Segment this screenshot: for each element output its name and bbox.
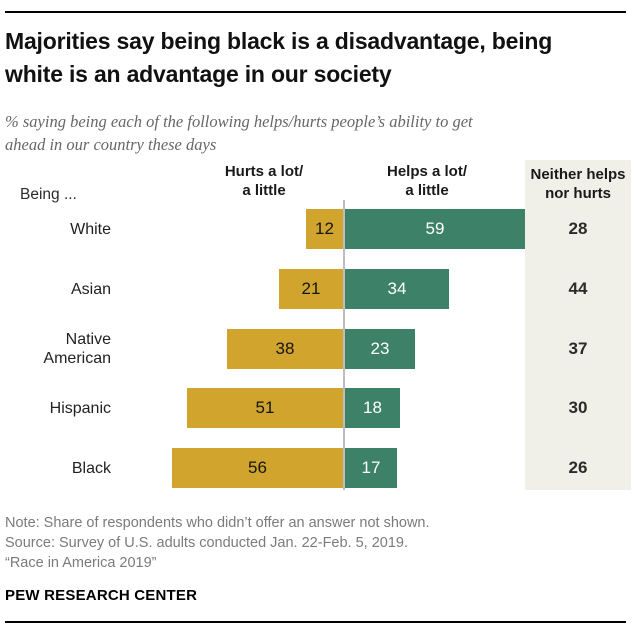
- helps-bar: 34: [345, 269, 449, 309]
- category-label: White: [70, 220, 111, 238]
- helps-bar: 18: [345, 388, 400, 428]
- report-title-line: “Race in America 2019”: [5, 555, 157, 571]
- being-label: Being ...: [20, 186, 77, 203]
- neither-column-background: [525, 160, 631, 490]
- hurts-bar: 38: [227, 329, 343, 369]
- page-title: Majorities say being black is a disadvan…: [5, 25, 625, 91]
- hurts-column-header: Hurts a lot/ a little: [224, 163, 304, 199]
- subtitle-line-2: ahead in our country these days: [5, 134, 217, 154]
- category-label: Black: [71, 459, 111, 477]
- zero-baseline: [343, 200, 345, 490]
- neither-value: 37: [568, 339, 588, 358]
- pew-research-center-wordmark: PEW RESEARCH CENTER: [5, 587, 198, 604]
- hurts-bar: 51: [187, 388, 343, 428]
- subtitle-line-1: % saying being each of the following hel…: [5, 112, 473, 131]
- note-line: Note: Share of respondents who didn’t of…: [5, 515, 430, 531]
- helps-column-header: Helps a lot/ a little: [386, 163, 468, 199]
- source-line: Source: Survey of U.S. adults conducted …: [5, 535, 409, 551]
- helps-bar: 23: [345, 329, 415, 369]
- hurts-bar: 12: [306, 209, 343, 249]
- top-rule: [5, 11, 626, 13]
- diverging-bar-chart: Being ... Hurts a lot/ a little Helps a …: [5, 160, 633, 500]
- title-line-2: white is an advantage in our society: [5, 61, 392, 87]
- chart-notes: Note: Share of respondents who didn’t of…: [5, 513, 625, 573]
- bottom-rule: [5, 621, 626, 623]
- neither-value: 26: [568, 458, 588, 477]
- category-label: Native American: [43, 331, 111, 367]
- helps-bar: 59: [345, 209, 525, 249]
- hurts-bar: 56: [172, 448, 343, 488]
- helps-bar: 17: [345, 448, 397, 488]
- category-label: Hispanic: [49, 399, 111, 417]
- neither-value: 30: [568, 398, 588, 417]
- category-label: Asian: [70, 280, 111, 298]
- neither-column-header: Neither helps nor hurts: [530, 166, 626, 202]
- chart-subtitle: % saying being each of the following hel…: [5, 111, 625, 156]
- neither-value: 28: [568, 219, 588, 238]
- hurts-bar: 21: [279, 269, 343, 309]
- title-line-1: Majorities say being black is a disadvan…: [5, 28, 553, 54]
- neither-value: 44: [568, 279, 588, 298]
